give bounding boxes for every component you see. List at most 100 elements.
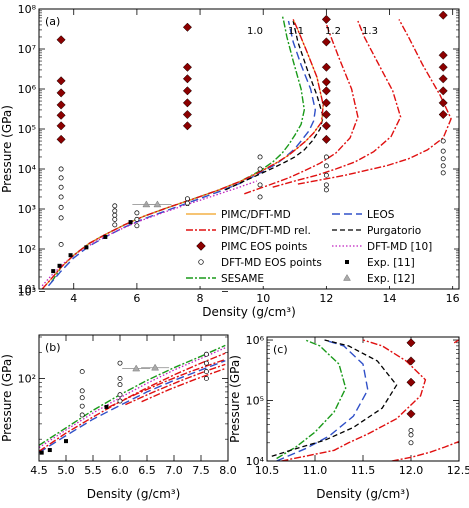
x-tick-label: 8.0	[219, 464, 237, 477]
pimc-eos-point	[406, 338, 416, 348]
pimc-eos-point	[406, 377, 416, 387]
exp-11-point	[51, 269, 56, 274]
x-tick-label: 7.5	[192, 464, 210, 477]
x-tick-label: 4.5	[30, 464, 48, 477]
pimc-eos-point	[438, 74, 448, 84]
pimc-eos-point	[321, 109, 331, 120]
pimc-eos-point	[182, 86, 192, 96]
dft-md-eos-point	[117, 392, 123, 398]
dft-md-eos-point	[58, 166, 64, 172]
dft-md-eos-point	[440, 170, 446, 176]
dft-md-eos-point	[58, 184, 64, 190]
exp-11-point	[47, 448, 52, 453]
legend-label: PIMC/DFT-MD rel.	[221, 225, 311, 237]
dft-md-eos-point	[257, 166, 263, 172]
pimc-eos-point	[406, 356, 416, 366]
dft-md-eos-point	[117, 398, 123, 404]
pimc-eos-point	[321, 37, 331, 47]
dft-md-eos-point	[440, 138, 446, 144]
pimc-eos-point	[182, 98, 192, 108]
dft-md-eos-point	[203, 375, 209, 381]
dft-md-eos-point	[440, 156, 446, 162]
dft-md-eos-point	[58, 194, 64, 200]
dft-md-eos-point	[408, 440, 414, 446]
x-tick-label: 16	[446, 292, 460, 305]
dft-md-eos-point	[112, 208, 118, 214]
series-leos	[47, 20, 317, 287]
legend-label: DFT-MD EOS points	[221, 257, 322, 269]
series-pimc-dft-md-rel-1-0	[281, 339, 427, 461]
dft-md-eos-point	[117, 375, 123, 381]
dft-md-eos-point	[112, 216, 118, 222]
dft-md-eos-point	[58, 175, 64, 181]
dft-md-eos-point	[134, 223, 140, 229]
panel-b: 10² 10³ 4.5 5.0 5.5 6.0 6.5 7.0 7.5 8.0 Density (g…	[0, 286, 237, 501]
dft-md-eos-point	[79, 403, 85, 409]
curve-annotation: 1.0	[247, 26, 263, 37]
panel-label: (c)	[273, 343, 288, 356]
pimc-eos-point	[56, 110, 66, 120]
legend-label: Exp. [12]	[367, 273, 415, 285]
plot-area	[41, 10, 452, 289]
dft-md-eos-point	[440, 163, 446, 169]
pimc-eos-point	[438, 109, 448, 120]
y-tick-label: 10⁴	[18, 163, 37, 176]
pimc-eos-point	[56, 88, 66, 98]
exp-12-point	[151, 363, 160, 371]
pimc-eos-point	[438, 10, 448, 20]
dft-md-eos-point	[323, 154, 329, 160]
pimc-eos-point	[182, 62, 192, 72]
dft-md-eos-point	[408, 427, 414, 433]
pimc-eos-point	[321, 121, 331, 131]
axes-frame	[266, 336, 460, 462]
pimc-eos-point	[321, 14, 331, 24]
pimc-eos-point	[182, 109, 192, 120]
dft-md-eos-point	[408, 432, 414, 438]
y-tick-label: 10¹	[18, 283, 36, 296]
exp-11-point	[103, 234, 108, 239]
pimc-eos-point	[56, 76, 66, 86]
dft-md-eos-point	[134, 210, 140, 216]
pimc-eos-point	[56, 35, 66, 45]
x-tick-label: 7.0	[165, 464, 183, 477]
exp-11-point	[104, 404, 109, 409]
dft-md-eos-point	[134, 216, 140, 222]
pimc-eos-point	[182, 22, 192, 32]
y-axis-label: Pressure (GPa)	[0, 105, 14, 193]
series-leos	[276, 339, 369, 461]
series-pimc-dft-md-rel-b	[108, 358, 226, 408]
pimc-eos-point	[182, 121, 192, 131]
exp-11-point	[68, 253, 73, 258]
legend-label: Purgatorio	[367, 225, 421, 237]
series-leos	[39, 360, 226, 454]
pimc-eos-point	[438, 98, 448, 108]
dft-md-eos-point	[112, 222, 118, 228]
series-pimc-dft-md-rel-a	[39, 352, 226, 452]
dft-md-eos-point	[79, 412, 85, 418]
dft-md-eos-point	[58, 241, 64, 247]
series-pimc-dft-md-rel-1-1	[391, 440, 459, 461]
dft-md-eos-point	[323, 172, 329, 178]
dft-md-eos-point	[203, 369, 209, 375]
exp-11-point	[84, 245, 89, 250]
series-dft-md-10	[41, 180, 258, 287]
series-pimc-dft-md-rel-1-3	[297, 19, 452, 185]
dft-md-eos-point	[323, 187, 329, 193]
pimc-eos-point	[438, 50, 448, 60]
y-tick-label: 10²	[18, 243, 36, 256]
legend: PIMC/DFT-MD PIMC/DFT-MD rel. PIMC EOS poin…	[182, 206, 454, 286]
series-purgatorio	[225, 20, 324, 191]
dft-md-eos-point	[257, 154, 263, 160]
series-pimc-dft-md-rel-1-0	[41, 19, 324, 289]
legend-label: PIMC EOS points	[221, 241, 307, 253]
x-tick-label: 12.0	[399, 464, 424, 477]
y-tick-label: 10⁵	[18, 123, 36, 136]
legend-label: LEOS	[367, 209, 395, 221]
series-sesame	[276, 339, 347, 460]
series-dft-md-10	[39, 347, 226, 449]
axes-frame	[38, 334, 229, 462]
x-axis-label: Density (g/cm³)	[316, 487, 410, 501]
series-pimc-dft-md-rel-d	[141, 367, 226, 403]
dft-md-eos-point	[257, 194, 263, 200]
dft-md-eos-point	[184, 200, 190, 206]
